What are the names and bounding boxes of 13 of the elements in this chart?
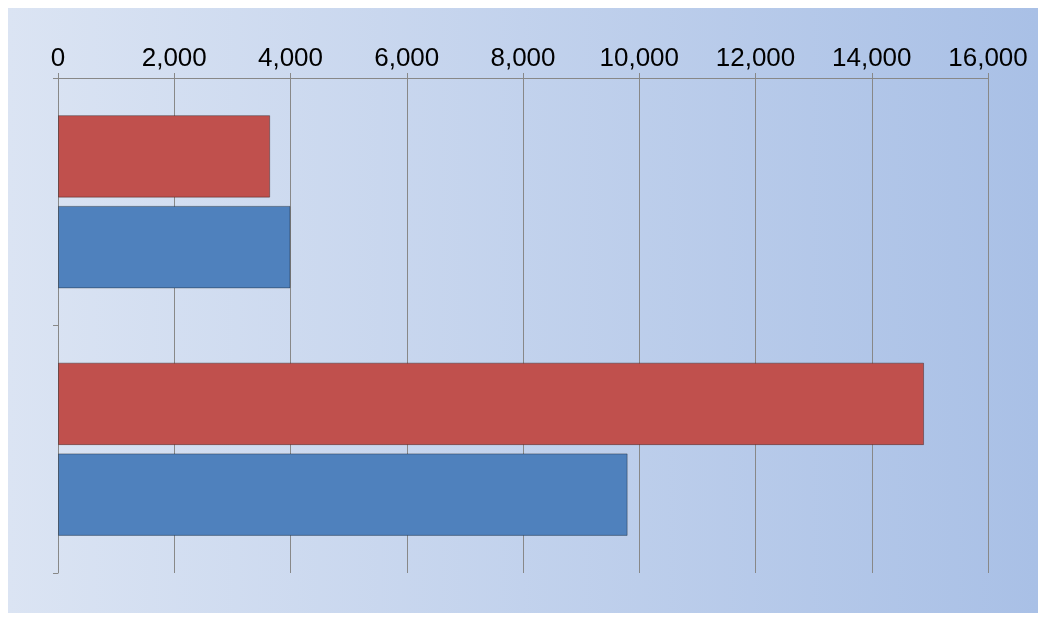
bar <box>58 115 271 198</box>
x-tick-label: 4,000 <box>257 42 324 72</box>
x-tick-label: 16,000 <box>948 42 1028 72</box>
bar <box>58 205 291 289</box>
x-tick-label: 6,000 <box>374 42 440 72</box>
x-tick-label: 8,000 <box>490 42 556 72</box>
bar <box>58 453 628 536</box>
x-tick-label: 0 <box>50 42 66 72</box>
x-tick-label: 14,000 <box>831 42 912 72</box>
x-tick-label: 12,000 <box>715 42 796 72</box>
x-tick-label: 2,000 <box>141 42 207 72</box>
bar <box>58 362 925 446</box>
x-tick-label: 10,000 <box>599 42 680 72</box>
